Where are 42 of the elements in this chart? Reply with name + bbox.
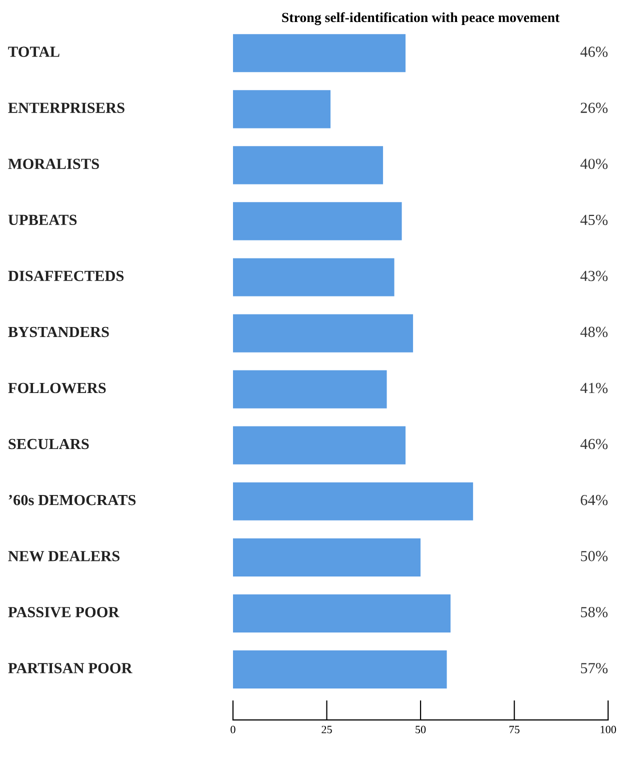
data-label: 40% <box>580 158 608 170</box>
y-tick-label: ENTERPRISERS <box>8 102 124 113</box>
bar <box>232 90 331 128</box>
x-tick-label: 25 <box>322 726 332 734</box>
bar <box>232 314 414 352</box>
data-label: 41% <box>580 382 608 394</box>
bar <box>232 370 387 408</box>
y-tick-label: NEW DEALERS <box>8 550 120 562</box>
data-label: 64% <box>580 494 608 506</box>
y-tick-label: PARTISAN POOR <box>8 663 132 674</box>
data-label: 46% <box>580 438 608 450</box>
data-label: 43% <box>580 270 608 282</box>
y-tick-label: UPBEATS <box>8 214 77 226</box>
data-label: 46% <box>580 46 608 58</box>
data-label: 57% <box>580 662 608 674</box>
bar <box>232 34 406 72</box>
bar <box>232 146 384 184</box>
y-tick-label: TOTAL <box>8 46 60 57</box>
data-label: 58% <box>580 606 608 618</box>
x-tick-label: 75 <box>510 726 520 734</box>
y-tick-label: DISAFFECTEDS <box>8 270 124 282</box>
x-tick-label: 0 <box>230 726 236 734</box>
data-label: 45% <box>580 214 608 226</box>
bar <box>232 594 451 632</box>
bar <box>232 538 421 576</box>
data-label: 48% <box>580 326 608 338</box>
bar <box>232 202 402 240</box>
y-tick-label: BYSTANDERS <box>8 326 109 338</box>
y-tick-label: SECULARS <box>8 438 89 450</box>
y-tick-label: FOLLOWERS <box>8 382 106 394</box>
bar <box>232 258 394 296</box>
chart-title: Strong self-identification with peace movement <box>282 12 560 26</box>
bar <box>232 426 406 464</box>
bar <box>232 482 474 520</box>
y-tick-label: ’60s DEMOCRATS <box>8 494 136 506</box>
bar <box>232 650 447 689</box>
y-tick-label: PASSIVE POOR <box>8 607 120 618</box>
x-tick-label: 50 <box>416 726 426 734</box>
y-tick-label: MORALISTS <box>8 158 99 170</box>
data-label: 50% <box>580 550 608 562</box>
data-label: 26% <box>580 102 608 114</box>
x-tick-label: 100 <box>600 726 616 734</box>
